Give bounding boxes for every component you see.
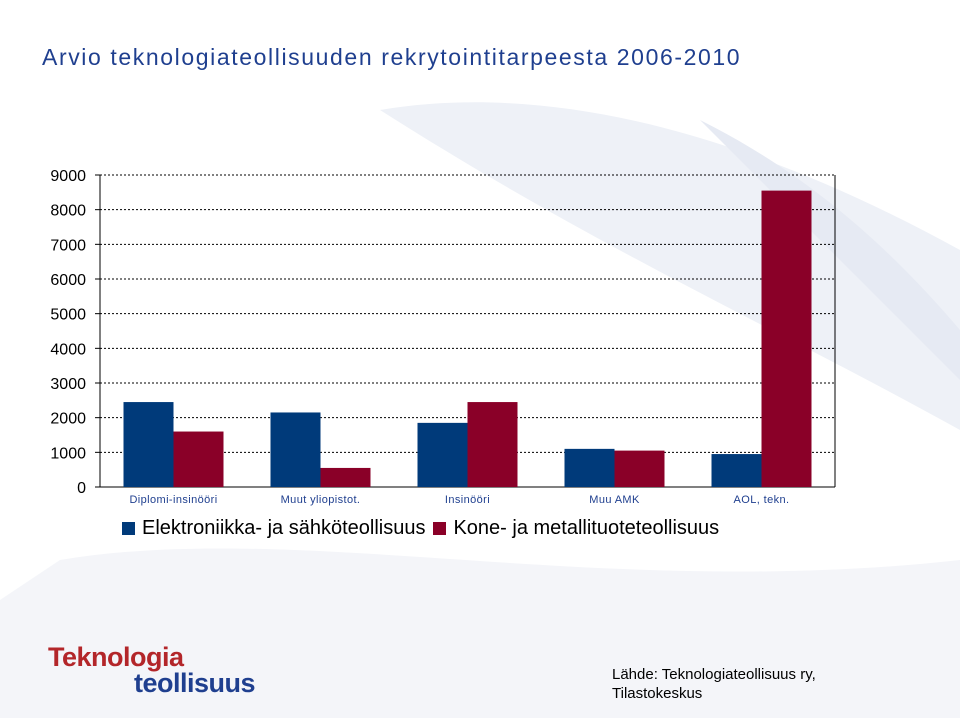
teknologiateollisuus-logo: Teknologia teollisuus [48,642,256,698]
y-tick-label-9000: 9000 [50,168,86,185]
bar-series-2-5 [761,190,812,487]
y-tick-label-4000: 4000 [50,341,86,358]
x-tick-label-4: Muu AMK [589,494,640,506]
y-tick-label-1000: 1000 [50,445,86,462]
source-note: Lähde: Teknologiateollisuus ry, Tilastok… [612,665,816,703]
y-tick-label-7000: 7000 [50,237,86,254]
bar-series-1-5 [711,454,762,487]
bar-series-2-2 [320,467,371,487]
bar-series-2-3 [467,402,518,487]
y-tick-label-6000: 6000 [50,272,86,289]
logo-line-1: Teknologia [48,642,184,672]
legend-item-series-1: Elektroniikka- ja sähköteollisuus [122,517,425,540]
legend-item-series-2: Kone- ja metallituoteteollisuus [433,517,719,540]
bar-series-1-4 [564,448,615,487]
y-tick-label-3000: 3000 [50,376,86,393]
bar-series-1-1 [123,402,174,487]
x-tick-label-1: Diplomi-insinööri [129,494,217,506]
bar-series-2-4 [614,450,665,487]
chart-legend: Elektroniikka- ja sähköteollisuus Kone- … [122,517,727,540]
source-line-2: Tilastokeskus [612,685,703,702]
y-tick-labels: 0 1000 2000 3000 4000 5000 6000 7000 8000 9000 [50,168,86,497]
bar-series-1-2 [270,412,321,487]
logo-line-2: teollisuus [134,668,256,698]
x-tick-label-2: Muut yliopistot. [281,494,361,506]
bars-layer [123,190,812,487]
x-tick-labels: Diplomi-insinööri Muut yliopistot. Insinöö… [129,494,789,506]
y-tick-label-2000: 2000 [50,411,86,428]
x-tick-label-5: AOL, tekn. [734,494,790,506]
source-line-1: Lähde: Teknologiateollisuus ry, [612,666,816,683]
legend-label-series-2: Kone- ja metallituoteteollisuus [453,517,720,539]
legend-swatch-series-2 [433,522,447,535]
y-tick-label-5000: 5000 [50,307,86,324]
bar-series-1-3 [417,422,468,487]
y-tick-label-0: 0 [77,480,86,497]
bar-series-2-1 [173,431,224,487]
x-tick-label-3: Insinööri [445,494,490,506]
page-title: Arvio teknologiateollisuuden rekrytointi… [42,44,742,70]
legend-swatch-series-1 [122,522,135,535]
y-tick-label-8000: 8000 [50,203,86,220]
legend-label-series-1: Elektroniikka- ja sähköteollisuus [142,517,426,539]
